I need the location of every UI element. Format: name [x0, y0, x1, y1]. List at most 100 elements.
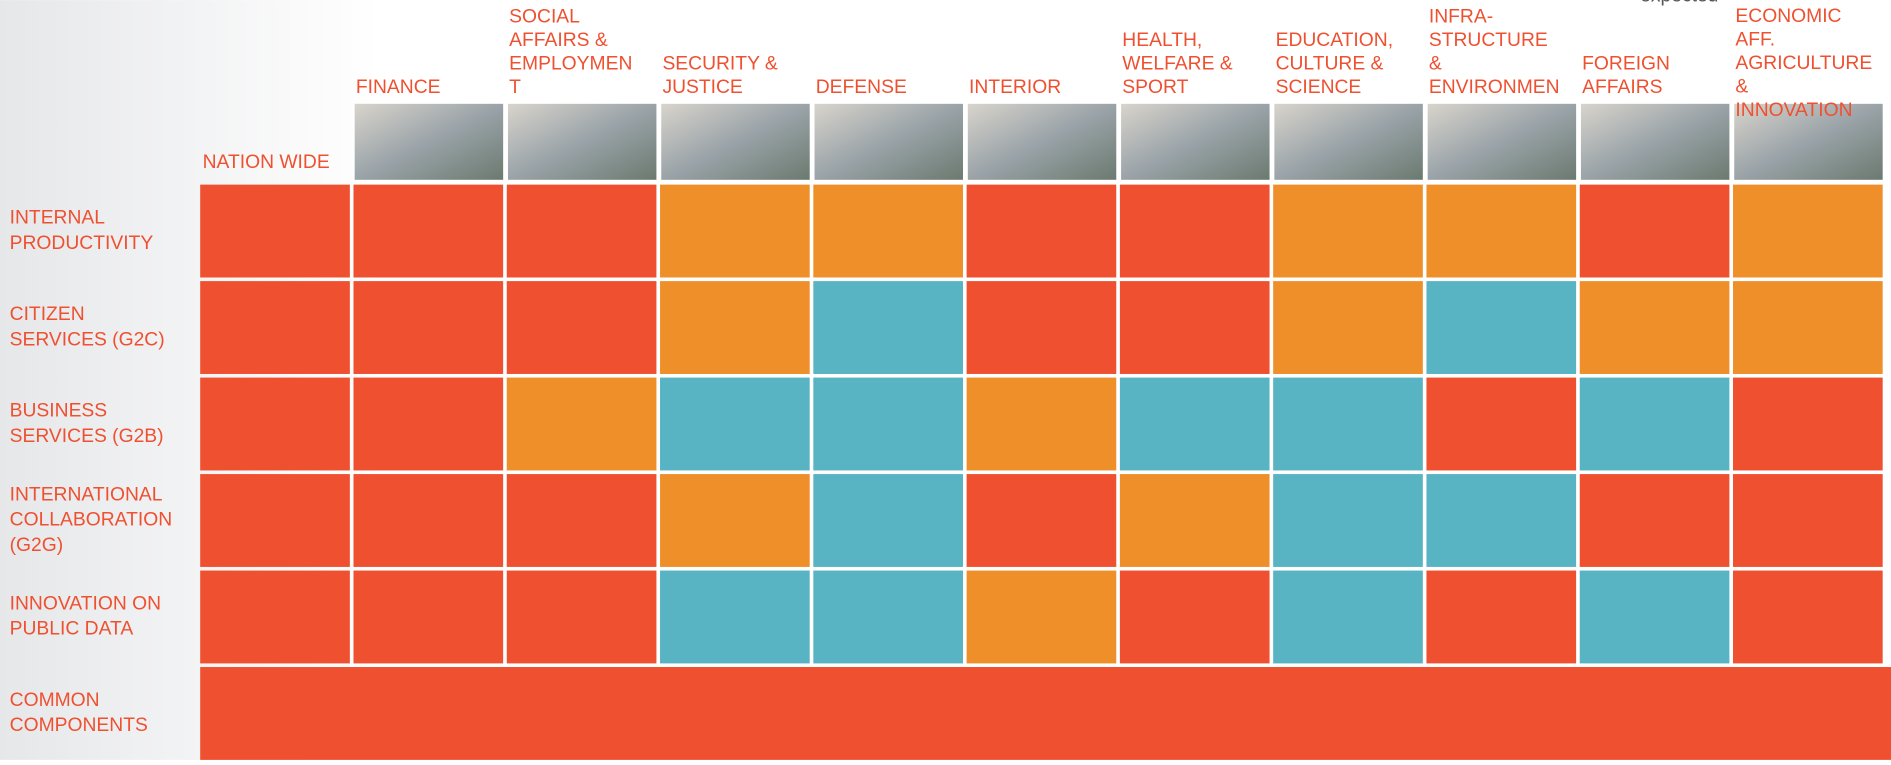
cell	[1426, 474, 1577, 567]
column-header: ECONOMIC	[1735, 6, 1841, 27]
cell	[1733, 184, 1883, 278]
cell	[200, 377, 350, 471]
column-image	[814, 103, 963, 180]
cell	[1426, 281, 1577, 374]
cell	[1273, 377, 1423, 471]
column-image	[661, 103, 810, 180]
cell	[660, 377, 810, 471]
row-label: PUBLIC DATA	[10, 619, 134, 640]
cell	[200, 474, 350, 567]
note: expected	[1640, 0, 1718, 7]
column-image	[1427, 103, 1577, 180]
cell	[966, 184, 1117, 278]
column-header: EMPLOYMEN	[509, 54, 632, 75]
cell	[1579, 474, 1730, 567]
cell	[353, 184, 504, 278]
column-header: &	[1429, 54, 1442, 75]
cell	[660, 184, 810, 278]
row-label: (G2G)	[10, 535, 64, 556]
cell	[813, 570, 963, 664]
cell	[353, 377, 504, 471]
column-header: FOREIGN	[1582, 54, 1670, 75]
column-header: INFRA-	[1429, 7, 1493, 28]
column-header: AGRICULTURE	[1735, 53, 1872, 74]
row-label: SERVICES (G2B)	[10, 426, 164, 447]
column-header: ENVIRONMEN	[1429, 77, 1560, 98]
column-header: SCIENCE	[1276, 77, 1362, 98]
cell	[1273, 184, 1423, 278]
cell	[1119, 377, 1270, 471]
cell	[1426, 377, 1577, 471]
column-header: WELFARE &	[1122, 54, 1232, 75]
row-label: COLLABORATION	[10, 510, 173, 531]
cell	[1733, 474, 1883, 567]
cell	[966, 377, 1117, 471]
column-header: AFFAIRS &	[509, 30, 608, 51]
row-label: INNOVATION ON	[10, 593, 161, 614]
row-label: COMPONENTS	[10, 715, 148, 736]
cell	[966, 570, 1117, 664]
cell	[660, 570, 810, 664]
cell	[353, 570, 504, 664]
cell	[200, 570, 350, 664]
cell	[1733, 570, 1883, 664]
column-header: SPORT	[1122, 77, 1188, 98]
cell	[1579, 570, 1730, 664]
cell	[1273, 281, 1423, 374]
column-image	[1121, 103, 1270, 180]
cell	[813, 474, 963, 567]
cell	[660, 474, 810, 567]
cell	[1119, 570, 1270, 664]
column-header: &	[1735, 77, 1748, 98]
column-image	[1734, 103, 1883, 180]
column-header: SOCIAL	[509, 7, 580, 28]
cell	[1579, 377, 1730, 471]
row-label: BUSINESS	[10, 400, 108, 421]
row-label: PRODUCTIVITY	[10, 233, 154, 254]
column-header: T	[509, 77, 521, 98]
row-label: CITIZEN	[10, 304, 85, 325]
cell	[200, 667, 1891, 760]
cell	[506, 377, 657, 471]
cell	[1119, 184, 1270, 278]
cell	[1119, 474, 1270, 567]
column-header: AFFAIRS	[1582, 77, 1662, 98]
cell	[813, 377, 963, 471]
cell	[813, 281, 963, 374]
cell	[506, 474, 657, 567]
cell	[813, 184, 963, 278]
column-header: INTERIOR	[969, 77, 1061, 98]
column-image	[1274, 103, 1423, 180]
cell	[966, 474, 1117, 567]
row-label: COMMON	[10, 690, 100, 711]
column-image	[1580, 103, 1730, 180]
column-header: STRUCTURE	[1429, 30, 1548, 51]
cell	[1733, 281, 1883, 374]
column-header: HEALTH,	[1122, 30, 1202, 51]
cell	[353, 281, 504, 374]
cell	[1733, 377, 1883, 471]
cell	[1426, 184, 1577, 278]
column-header: JUSTICE	[662, 77, 742, 98]
cell	[506, 281, 657, 374]
cell	[1579, 281, 1730, 374]
column-header: CULTURE &	[1276, 54, 1384, 75]
column-header: SECURITY &	[662, 54, 777, 75]
cell	[660, 281, 810, 374]
column-header: DEFENSE	[816, 77, 907, 98]
cell	[1273, 474, 1423, 567]
cell	[1119, 281, 1270, 374]
cell	[1579, 184, 1730, 278]
column-header: NATION WIDE	[203, 152, 330, 173]
cell	[966, 281, 1117, 374]
cell	[200, 184, 350, 278]
column-header: EDUCATION,	[1276, 30, 1393, 51]
cell	[1426, 570, 1577, 664]
cell	[353, 474, 504, 567]
column-header: AFF.	[1735, 30, 1775, 51]
column-image	[967, 103, 1117, 180]
column-header: FINANCE	[356, 77, 441, 98]
column-header: INNOVATION	[1735, 100, 1852, 121]
column-image	[354, 103, 504, 180]
